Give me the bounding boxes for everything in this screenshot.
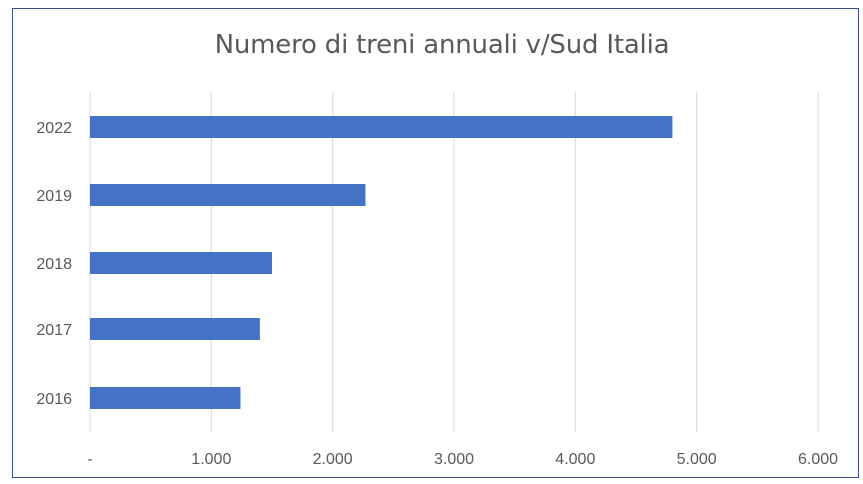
bar-2017 — [90, 318, 260, 340]
bar-2022 — [90, 116, 673, 138]
x-tick-label-1: 1.000 — [191, 451, 231, 468]
y-tick-label-2018: 2018 — [36, 256, 72, 273]
x-tick-label-6: 6.000 — [798, 451, 838, 468]
y-tick-label-2016: 2016 — [36, 391, 72, 408]
y-tick-label-2017: 2017 — [36, 322, 72, 339]
y-tick-label-2019: 2019 — [36, 188, 72, 205]
x-tick-label-4: 4.000 — [555, 451, 595, 468]
x-tick-label-0: - — [87, 451, 92, 468]
x-tick-label-2: 2.000 — [313, 451, 353, 468]
x-tick-label-3: 3.000 — [434, 451, 474, 468]
chart-title: Numero di treni annuali v/Sud Italia — [214, 30, 670, 60]
bar-2018 — [90, 252, 272, 274]
bar-2019 — [90, 184, 366, 206]
bar-2016 — [90, 387, 241, 409]
x-tick-label-5: 5.000 — [677, 451, 717, 468]
y-tick-label-2022: 2022 — [36, 120, 72, 137]
